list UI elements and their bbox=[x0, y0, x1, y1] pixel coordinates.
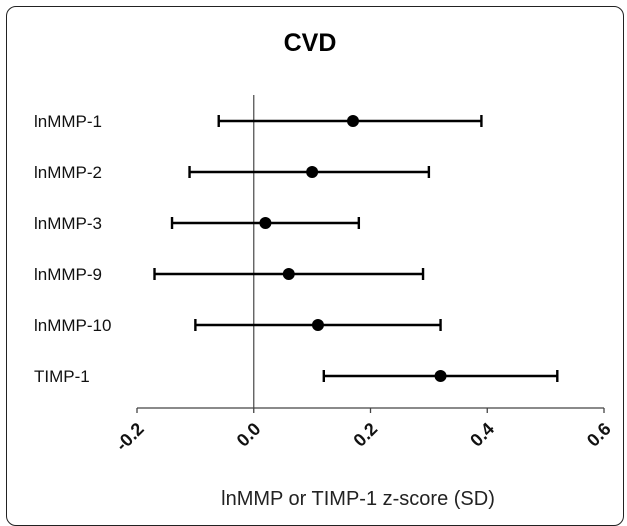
x-tick-label: 0.6 bbox=[583, 419, 615, 451]
category-label: lnMMP-2 bbox=[34, 163, 102, 182]
point-estimate bbox=[282, 268, 295, 280]
forest-row: lnMMP-10 bbox=[34, 316, 442, 335]
point-estimate bbox=[434, 370, 447, 382]
x-tick-label: 0.2 bbox=[349, 419, 381, 451]
category-label: lnMMP-1 bbox=[34, 112, 102, 131]
category-label: lnMMP-3 bbox=[34, 214, 102, 233]
x-tick-label: 0.0 bbox=[233, 419, 265, 451]
category-label: lnMMP-9 bbox=[34, 265, 102, 284]
category-label: lnMMP-10 bbox=[34, 316, 111, 335]
forest-row: lnMMP-1 bbox=[34, 112, 483, 131]
category-label: TIMP-1 bbox=[34, 367, 90, 386]
x-tick-label: 0.4 bbox=[466, 419, 498, 451]
forest-row: lnMMP-2 bbox=[34, 163, 431, 182]
chart-title: CVD bbox=[284, 29, 337, 57]
x-tick-label: -0.2 bbox=[112, 419, 148, 455]
point-estimate bbox=[259, 217, 272, 229]
point-estimate bbox=[346, 115, 359, 127]
forest-row: lnMMP-9 bbox=[34, 265, 425, 284]
x-axis-label: lnMMP or TIMP-1 z-score (SD) bbox=[221, 488, 495, 510]
forest-plot: CVD lnMMP-1 lnMMP-2 lnMMP-3 lnMMP-9 lnMMP-10… bbox=[34, 29, 615, 510]
chart-panel bbox=[6, 6, 624, 526]
forest-row: lnMMP-3 bbox=[34, 214, 361, 233]
forest-row: TIMP-1 bbox=[34, 367, 559, 386]
point-estimate bbox=[311, 319, 324, 331]
point-estimate bbox=[306, 166, 319, 178]
